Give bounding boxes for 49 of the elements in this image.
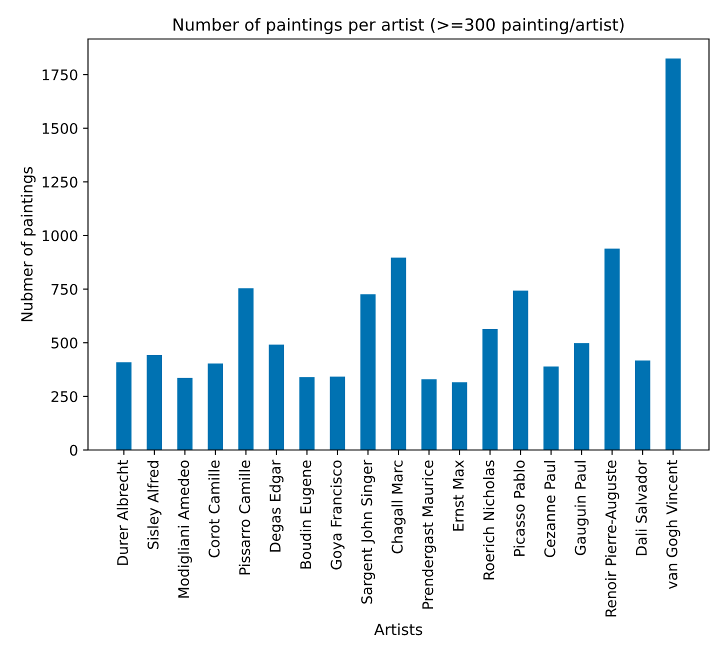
bar xyxy=(604,248,620,450)
bar xyxy=(635,360,650,450)
x-tick-label: Sisley Alfred xyxy=(147,461,162,550)
bar xyxy=(512,290,528,450)
y-tick-label: 0 xyxy=(70,444,78,456)
bar xyxy=(666,58,681,450)
bar xyxy=(177,378,193,450)
x-tick-label: Pissarro Camille xyxy=(238,460,250,574)
bar xyxy=(116,362,132,450)
bar xyxy=(421,379,437,450)
x-tick-label: Renoir Pierre-Auguste xyxy=(605,460,620,616)
bar xyxy=(390,258,406,450)
bar xyxy=(330,376,346,450)
x-tick-label: Modigliani Amedeo xyxy=(178,460,192,598)
y-tick-label: 1250 xyxy=(42,176,78,188)
x-tick-label: Dali Salvador xyxy=(636,460,647,556)
bar xyxy=(299,377,315,450)
x-tick-label: Chagall Marc xyxy=(391,460,406,554)
bar xyxy=(268,344,284,450)
x-tick-label: van Gogh Vincent xyxy=(666,460,680,589)
bar xyxy=(574,343,590,450)
bar xyxy=(238,288,254,450)
chart-title: Number of paintings per artist (>=300 painting/artist) xyxy=(174,18,624,34)
y-tick-label: 1500 xyxy=(42,122,78,134)
x-tick-label: Ernst Max xyxy=(452,460,464,531)
bar xyxy=(208,364,224,450)
bar xyxy=(482,329,498,450)
x-tick-label: Gauguin Paul xyxy=(574,461,589,556)
y-tick-label: 1750 xyxy=(42,69,78,80)
x-tick-label: Roerich Nicholas xyxy=(482,460,494,580)
x-tick-label: Prendergast Maurice xyxy=(422,460,436,609)
bar xyxy=(543,366,559,450)
y-tick-label: 500 xyxy=(52,337,78,348)
x-tick-label: Cezanne Paul xyxy=(544,461,556,558)
x-tick-label: Sargent John Singer xyxy=(360,460,376,604)
x-tick-label: Goya Francisco xyxy=(330,460,345,570)
bar xyxy=(146,354,162,450)
x-tick-label: Picasso Pablo xyxy=(514,460,525,556)
x-axis-title: Artists xyxy=(374,623,422,636)
x-tick-label: Boudin Eugene xyxy=(300,460,314,569)
bar xyxy=(452,382,468,450)
y-tick-label: 250 xyxy=(52,391,78,402)
bar xyxy=(360,294,376,450)
x-tick-label: Degas Edgar xyxy=(269,460,284,552)
y-axis-title: Nubmer of paintings xyxy=(20,167,36,322)
y-tick-label: 750 xyxy=(52,284,78,295)
x-tick-label: Corot Camille xyxy=(208,460,220,558)
x-tick-label: Durer Albrecht xyxy=(116,460,128,565)
y-tick-label: 1000 xyxy=(42,230,78,242)
